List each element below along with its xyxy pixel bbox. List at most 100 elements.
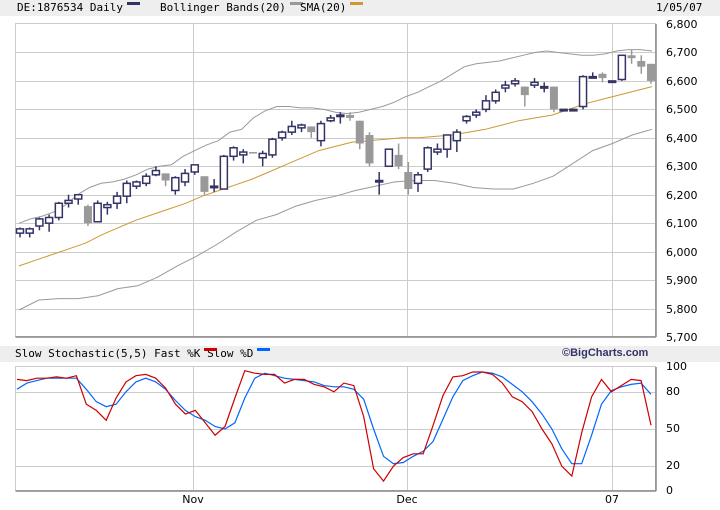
- price-chart-header: DE:1876534 Daily Bollinger Bands(20) SMA…: [0, 0, 720, 16]
- candle-body-up: [617, 54, 627, 81]
- candle-body-up: [326, 117, 335, 122]
- candle-body-up: [588, 75, 598, 79]
- candle-body-up: [73, 193, 83, 200]
- stochastic-title: Slow Stochastic(5,5) Fast %K: [15, 347, 201, 360]
- candle-body-up: [501, 84, 510, 89]
- candle-body-up: [491, 91, 500, 102]
- candle-body-up: [180, 172, 190, 183]
- stochastic-header: Slow Stochastic(5,5) Fast %K Slow %D ©Bi…: [0, 346, 720, 362]
- candle-body-up: [472, 111, 481, 116]
- candle-body-up: [336, 114, 345, 118]
- candle-body-up: [239, 151, 248, 156]
- price-axis-tick: 6,000: [666, 245, 698, 259]
- sma-label: SMA(20): [300, 1, 347, 14]
- candle-body-up: [103, 203, 112, 209]
- candle-body-up: [530, 81, 539, 86]
- candle-body-up: [132, 181, 141, 187]
- candle-body-up: [423, 147, 432, 170]
- candle-body-up: [112, 195, 122, 205]
- price-frame: [15, 23, 656, 337]
- copyright-link[interactable]: ©BigCharts.com: [562, 347, 649, 359]
- price-axis-tick: 6,400: [666, 131, 698, 145]
- candle-body-down: [549, 86, 558, 110]
- candle-body-up: [151, 169, 161, 176]
- bollinger-upper-line: [18, 49, 653, 224]
- candle-body-down: [394, 154, 403, 167]
- candle-body-up: [229, 147, 238, 158]
- fast-k-legend-swatch: [204, 348, 218, 351]
- candle-body-down: [647, 63, 655, 81]
- candle-body-up: [462, 115, 471, 122]
- stoch-axis-tick: 20: [666, 459, 680, 473]
- x-axis-tick: Dec: [396, 493, 418, 506]
- slow-d-label: Slow %D: [207, 347, 254, 360]
- candle-body-up: [384, 148, 394, 168]
- price-axis-tick: 6,700: [666, 45, 698, 59]
- stochastic-label-group: Slow Stochastic(5,5) Fast %K Slow %D: [15, 347, 271, 360]
- candle-body-up: [209, 185, 219, 189]
- candle-body-up: [44, 216, 54, 224]
- candle-body-up: [141, 175, 151, 185]
- candle-body-up: [316, 122, 326, 142]
- candle-body-up: [442, 134, 452, 150]
- candle-body-up: [25, 228, 34, 234]
- candle-body-down: [627, 55, 636, 59]
- candle-body-up: [452, 131, 462, 142]
- price-axis-tick: 6,200: [666, 188, 698, 202]
- fast-k-line: [16, 369, 652, 483]
- price-axis-tick: 6,800: [666, 17, 698, 31]
- price-axis-tick: 5,700: [666, 330, 698, 344]
- candle-body-up: [287, 125, 297, 133]
- candle-body-down: [365, 134, 374, 164]
- candle-body-down: [161, 173, 170, 181]
- stoch-axis-tick: 0: [666, 484, 673, 497]
- candle-body-up: [190, 164, 199, 173]
- stoch-axis-tick: 50: [666, 422, 680, 435]
- stoch-axis-tick: 80: [666, 384, 680, 398]
- candle-body-up: [35, 218, 44, 227]
- candle-body-up: [578, 75, 588, 108]
- candle-body-down: [346, 115, 355, 118]
- x-axis-tick: 07: [605, 493, 619, 506]
- candle-body-up: [510, 80, 520, 85]
- sma-label-group: SMA(20): [300, 1, 364, 14]
- price-axis-tick: 5,900: [666, 273, 698, 287]
- price-axis-tick: 6,300: [666, 159, 698, 173]
- candle-body-up: [64, 199, 73, 205]
- candle-body-down: [200, 176, 209, 192]
- candle-body-down: [637, 60, 646, 67]
- candle-body-down: [307, 126, 316, 133]
- candle-body-up: [93, 202, 102, 223]
- candle-body-up: [268, 138, 277, 156]
- price-axis-tick: 6,600: [666, 74, 698, 88]
- price-axis-tick: 5,800: [666, 302, 698, 316]
- bollinger-lower-line: [18, 128, 653, 311]
- candle-body-down: [598, 73, 607, 79]
- slow-d-legend-swatch: [257, 348, 271, 351]
- candle-body-down: [248, 152, 257, 154]
- price-legend-swatch: [126, 2, 140, 5]
- candle-body-up: [559, 108, 568, 112]
- candle-body-down: [355, 120, 364, 144]
- bollinger-label-group: Bollinger Bands(20): [160, 1, 303, 14]
- stoch-frame: [15, 366, 656, 491]
- candle-body-down: [404, 171, 413, 190]
- slow-d-line: [16, 371, 652, 465]
- sma-legend-swatch: [350, 2, 364, 5]
- candle-body-up: [297, 124, 306, 129]
- symbol-label-group: DE:1876534 Daily: [17, 1, 140, 14]
- price-axis-tick: 6,500: [666, 102, 698, 116]
- price-axis-tick: 6,100: [666, 216, 698, 230]
- sma-line: [18, 86, 653, 267]
- stoch-axis-tick: 100: [666, 360, 687, 373]
- candle-body-up: [171, 176, 180, 192]
- candle-body-up: [539, 85, 549, 89]
- candle-body-up: [15, 228, 25, 234]
- candle-body-up: [433, 148, 442, 153]
- candle-body-up: [374, 179, 384, 183]
- chart-date: 1/05/07: [656, 1, 703, 14]
- candle-body-up: [481, 100, 491, 111]
- candle-body-up: [122, 182, 132, 197]
- candle-body-up: [413, 174, 423, 185]
